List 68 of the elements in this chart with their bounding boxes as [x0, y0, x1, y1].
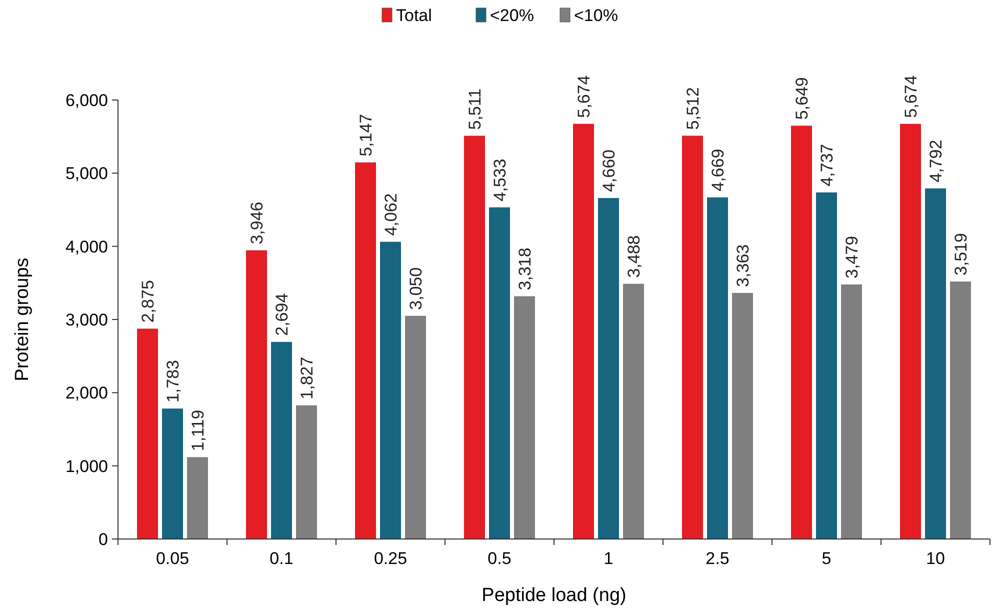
data-label: 3,363: [734, 244, 752, 287]
bar: [489, 207, 510, 539]
data-label: 5,674: [574, 75, 594, 118]
y-tick-label: 3,000: [65, 310, 108, 330]
bar: [464, 136, 485, 539]
bar: [514, 296, 535, 539]
data-label: 3,519: [952, 232, 970, 276]
x-tick-label: 5: [822, 549, 832, 568]
bar: [841, 284, 862, 539]
bar: [187, 457, 208, 539]
x-axis-title: Peptide load (ng): [482, 585, 626, 606]
data-label: 3,050: [406, 267, 426, 310]
bar: [573, 124, 594, 539]
data-label: 2,875: [138, 280, 158, 323]
bar: [271, 342, 292, 539]
y-tick-label: 4,000: [65, 237, 108, 256]
data-label: 3,946: [248, 202, 266, 244]
data-label: 4,669: [708, 148, 728, 192]
y-axis-title: Protein groups: [12, 258, 33, 382]
bar: [137, 328, 158, 539]
bar: [296, 405, 317, 539]
bar: [707, 197, 728, 539]
bar: [380, 242, 401, 539]
data-label: 4,737: [818, 144, 836, 186]
bar: [405, 316, 426, 539]
data-label: 5,674: [902, 75, 920, 118]
data-label: 1,827: [298, 356, 316, 400]
x-tick-label: 0.5: [488, 549, 512, 568]
bar: [791, 126, 812, 539]
data-label: 4,660: [600, 149, 618, 192]
legend-label: <20%: [490, 6, 534, 25]
bar: [246, 250, 267, 539]
bar: [816, 192, 837, 539]
bar: [623, 284, 644, 539]
y-tick-label: 0: [98, 530, 108, 549]
data-label: 2,694: [272, 293, 292, 336]
x-tick-label: 0.1: [270, 549, 294, 568]
bar: [162, 408, 183, 539]
legend-label: Total: [396, 6, 432, 25]
data-label: 3,479: [842, 236, 862, 278]
y-tick-label: 2,000: [65, 384, 108, 403]
data-label: 5,147: [356, 114, 376, 156]
x-tick-label: 0.25: [374, 549, 408, 568]
y-tick-label: 5,000: [65, 164, 108, 184]
y-tick-label: 6,000: [65, 90, 108, 110]
bar: [900, 124, 921, 539]
bar: [732, 292, 753, 539]
data-label: 5,511: [466, 88, 484, 130]
bar: [925, 188, 946, 539]
data-label: 3,488: [624, 235, 644, 278]
data-label: 5,649: [792, 77, 812, 120]
data-label: 4,792: [926, 140, 946, 182]
x-tick-label: 1: [604, 549, 614, 568]
x-tick-label: 0.05: [156, 549, 190, 568]
bar: [355, 162, 376, 539]
data-label: 1,119: [188, 410, 208, 452]
x-tick-label: 2.5: [706, 549, 730, 568]
data-label: 4,533: [490, 158, 510, 202]
bar: [598, 198, 619, 539]
data-label: 4,062: [382, 193, 400, 236]
data-label: 1,783: [164, 360, 182, 403]
data-label: 3,318: [516, 248, 534, 290]
data-label: 5,512: [684, 87, 702, 130]
bar: [682, 136, 703, 539]
bar: [950, 282, 971, 539]
x-tick-label: 10: [926, 549, 945, 568]
y-tick-label: 1,000: [65, 456, 108, 476]
legend-label: <10%: [574, 6, 618, 25]
